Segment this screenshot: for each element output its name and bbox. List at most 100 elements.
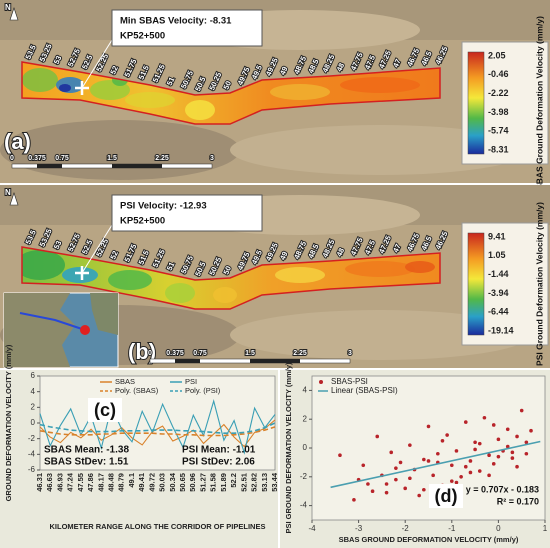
velocity-patch: [270, 84, 330, 100]
scatter-point: [436, 451, 440, 456]
scatter-point: [403, 486, 408, 491]
scatter-point: [505, 427, 510, 432]
velocity-patch: [108, 270, 152, 290]
strip-outline: [21, 61, 441, 125]
callout-box: [111, 9, 263, 47]
x-tick-label: -2: [402, 524, 410, 533]
y-axis-label: GROUND DEFORMATION VELOCITY (mm/y): [4, 344, 13, 501]
y-tick-label: -4: [28, 449, 36, 458]
y-tick-label: -6: [28, 465, 36, 474]
x-tick-label: 51.27: [198, 473, 207, 492]
terrain-patch: [230, 125, 530, 175]
north-arrow: [9, 192, 19, 206]
velocity-patch: [22, 250, 65, 280]
panel-label: (a): [4, 129, 31, 154]
x-tick-label: 48.79: [117, 473, 126, 492]
x-tick-label: 52.82: [250, 473, 259, 492]
x-tick-label: 50.34: [168, 472, 177, 492]
fit-annotation: y = 0.707x - 0.183: [466, 484, 539, 494]
y-tick-label: 6: [31, 371, 36, 380]
velocity-patch: [59, 84, 71, 92]
chart-panel-c: GROUND DEFORMATION VELOCITY (mm/y) -6 -4 -2…: [0, 344, 279, 548]
inset-land: [90, 293, 118, 335]
scatter-point: [352, 498, 356, 502]
series-line: [39, 426, 276, 437]
colorbar-title: PSI Ground Deformation Velocity (mm/y): [534, 202, 544, 366]
scale-label: 0.75: [55, 155, 69, 162]
colorbar: [467, 51, 485, 155]
scatter-point: [487, 453, 491, 458]
callout-line: KP52+500: [120, 31, 165, 42]
panel-label: (c): [94, 400, 116, 420]
inset-location: [80, 325, 90, 335]
x-tick-label: 47.24: [66, 472, 75, 492]
velocity-patch: [125, 92, 175, 108]
scale-label: 0: [148, 350, 152, 357]
stat-annotation: SBAS StDev: 1.51: [44, 457, 129, 468]
scale-bar-segment: [37, 164, 62, 168]
legend-label: Poly. (SBAS): [115, 386, 159, 395]
y-tick-label: 2: [303, 414, 308, 423]
colorbar-tick-label: -2.22: [488, 88, 509, 98]
x-tick-label: -1: [448, 524, 456, 533]
scale-bar-segment: [250, 359, 300, 363]
velocity-patch: [213, 287, 237, 303]
scatter-point: [477, 441, 482, 446]
scale-label: 0.375: [166, 350, 184, 357]
strip-outline: [21, 246, 441, 310]
scatter-point: [454, 449, 459, 453]
x-tick-label: 53.44: [270, 472, 279, 492]
y-tick-label: 2: [31, 402, 36, 411]
terrain-patch: [0, 120, 240, 180]
y-tick-label: -2: [28, 434, 36, 443]
velocity-patch: [22, 68, 58, 92]
scatter-point: [454, 480, 459, 485]
scatter-point: [440, 439, 445, 443]
scatter-point: [426, 459, 431, 463]
scatter-point: [408, 476, 412, 481]
scatter-point: [468, 470, 473, 475]
velocity-patch: [185, 100, 215, 120]
scatter-point: [426, 424, 431, 429]
panel-label-box: [88, 398, 122, 422]
x-tick-label: 51.89: [219, 473, 228, 492]
scatter-point: [422, 487, 426, 492]
x-tick-label: 48.48: [107, 473, 116, 492]
colorbar-tick-label: -3.94: [488, 288, 509, 298]
scatter-point: [361, 463, 366, 468]
scatter-point: [370, 489, 375, 494]
legend-label: SBAS: [115, 377, 135, 386]
stat-annotation: SBAS Mean: -1.38: [44, 445, 129, 456]
x-tick-label: 46.63: [45, 473, 54, 492]
y-tick-label: 0: [31, 418, 36, 427]
scale-bar-segment: [175, 359, 200, 363]
legend-label: Linear (SBAS-PSI): [331, 386, 398, 395]
scatter-point: [450, 479, 454, 483]
scatter-point: [445, 433, 449, 437]
scatter-point: [431, 473, 435, 478]
plot-area: [311, 375, 546, 521]
scale-label: 0.375: [28, 155, 46, 162]
scale-label: 3: [210, 155, 214, 162]
scatter-point: [459, 475, 463, 479]
scatter-point: [477, 469, 482, 473]
x-axis-label: SBAS GROUND DEFORMATION VELOCITY (mm/y): [339, 535, 519, 544]
scatter-point: [519, 408, 524, 413]
velocity-patch: [56, 77, 84, 93]
scatter-point: [463, 420, 468, 424]
scale-label: 0.75: [193, 350, 207, 357]
inset-land: [4, 293, 75, 367]
callout-line: PSI Velocity: -12.93: [120, 201, 207, 212]
scatter-point: [389, 450, 394, 455]
colorbar-tick-label: -0.46: [488, 69, 509, 79]
series-line: [39, 399, 276, 455]
x-tick-label: 53.13: [260, 473, 269, 492]
north-arrow: [9, 7, 19, 21]
x-tick-label: -3: [355, 524, 363, 533]
colorbar-tick-label: -19.14: [488, 325, 514, 335]
callout-leader: [81, 224, 113, 274]
x-tick-label: 52.2: [229, 473, 238, 488]
scatter-point: [473, 447, 477, 452]
y-tick-label: 4: [303, 386, 308, 395]
